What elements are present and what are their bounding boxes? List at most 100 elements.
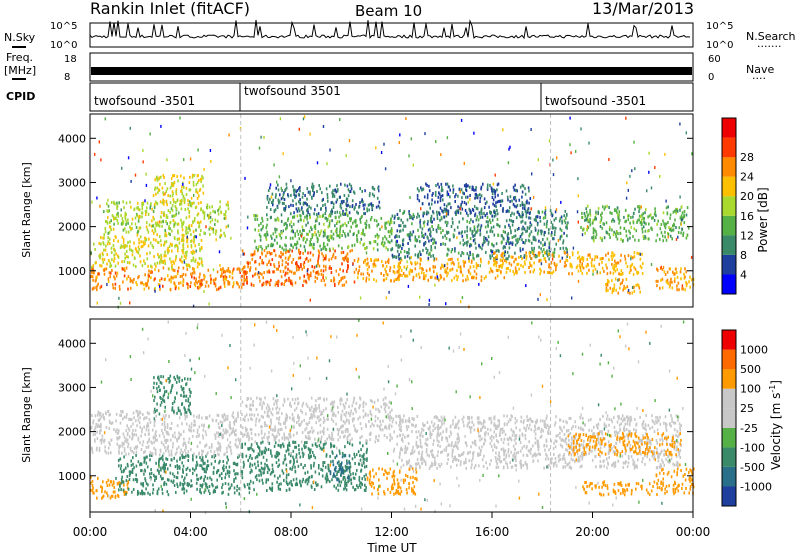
range-cell — [385, 221, 388, 225]
range-cell — [303, 115, 306, 119]
range-cell — [521, 219, 524, 223]
range-cell — [576, 210, 579, 214]
range-cell — [262, 224, 264, 228]
range-cell — [237, 453, 240, 457]
range-cell — [615, 263, 617, 267]
range-cell — [154, 448, 157, 452]
range-cell — [497, 193, 499, 197]
range-cell — [475, 272, 478, 276]
range-cell — [145, 210, 148, 214]
range-cell — [268, 282, 271, 285]
range-cell — [518, 213, 520, 216]
range-cell — [99, 431, 101, 435]
range-cell — [103, 210, 105, 213]
range-cell — [359, 220, 362, 224]
range-cell — [96, 430, 98, 434]
range-cell — [486, 230, 488, 234]
range-cell — [285, 449, 288, 453]
range-cell — [366, 207, 368, 211]
range-cell — [144, 262, 146, 266]
range-cell — [309, 451, 311, 455]
range-cell — [150, 276, 152, 280]
range-cell — [137, 414, 139, 418]
range-cell — [597, 207, 600, 210]
range-cell — [149, 492, 151, 496]
range-cell — [174, 244, 176, 248]
range-cell — [345, 202, 347, 206]
range-cell — [289, 269, 291, 273]
range-cell — [143, 287, 146, 291]
range-cell — [335, 269, 338, 273]
range-cell — [232, 285, 234, 289]
range-cell — [290, 203, 292, 207]
range-cell — [618, 272, 620, 276]
range-cell — [173, 456, 175, 460]
range-cell — [672, 224, 674, 228]
range-cell — [674, 218, 676, 222]
range-cell — [96, 446, 98, 450]
range-cell — [322, 443, 325, 447]
range-cell — [284, 208, 286, 212]
range-cell — [642, 225, 645, 229]
range-cell — [140, 281, 142, 285]
range-cell — [421, 267, 423, 271]
range-cell — [308, 229, 311, 233]
range-cell — [423, 235, 425, 239]
range-cell — [140, 245, 143, 249]
range-cell — [182, 470, 184, 474]
range-cell — [123, 449, 126, 453]
range-cell — [159, 287, 161, 291]
range-cell — [547, 231, 550, 235]
range-cell — [301, 447, 303, 451]
range-cell — [359, 217, 361, 221]
range-cell — [346, 204, 348, 208]
range-cell — [364, 483, 366, 487]
range-cell — [458, 220, 461, 224]
range-cell — [509, 226, 511, 229]
range-cell — [408, 237, 411, 240]
range-cell — [116, 207, 118, 211]
range-cell — [512, 202, 515, 206]
range-cell — [624, 286, 627, 290]
range-cell — [342, 276, 344, 280]
range-cell — [131, 468, 134, 472]
range-cell — [147, 445, 150, 449]
range-cell — [170, 260, 172, 264]
range-cell — [131, 279, 133, 283]
range-cell — [463, 192, 465, 196]
range-cell — [594, 255, 596, 259]
range-cell — [346, 267, 349, 270]
range-cell — [97, 410, 100, 414]
range-cell — [145, 221, 148, 225]
range-cell — [298, 250, 300, 254]
range-cell — [156, 233, 158, 237]
range-cell — [351, 244, 353, 248]
range-cell — [271, 236, 273, 240]
range-cell — [162, 443, 165, 447]
range-cell — [529, 221, 532, 225]
range-cell — [187, 207, 189, 211]
range-cell — [181, 260, 183, 264]
range-cell — [561, 219, 563, 223]
range-cell — [209, 232, 211, 236]
range-cell — [427, 219, 429, 223]
range-cell — [672, 228, 675, 232]
range-cell — [660, 231, 663, 235]
range-cell — [615, 262, 617, 266]
range-cell — [404, 255, 406, 259]
range-cell — [357, 271, 359, 275]
range-cell — [487, 261, 490, 265]
range-cell — [182, 220, 185, 224]
range-cell — [579, 260, 581, 264]
range-cell — [538, 245, 540, 249]
range-cell — [441, 186, 443, 190]
range-cell — [538, 211, 540, 215]
range-cell — [548, 265, 550, 269]
range-cell — [671, 280, 673, 284]
range-cell — [165, 254, 167, 258]
power-colorbar-label: Power [dB] — [756, 187, 770, 252]
range-cell — [235, 438, 237, 442]
range-cell — [126, 277, 128, 281]
range-cell — [93, 242, 95, 246]
range-cell — [475, 264, 478, 268]
